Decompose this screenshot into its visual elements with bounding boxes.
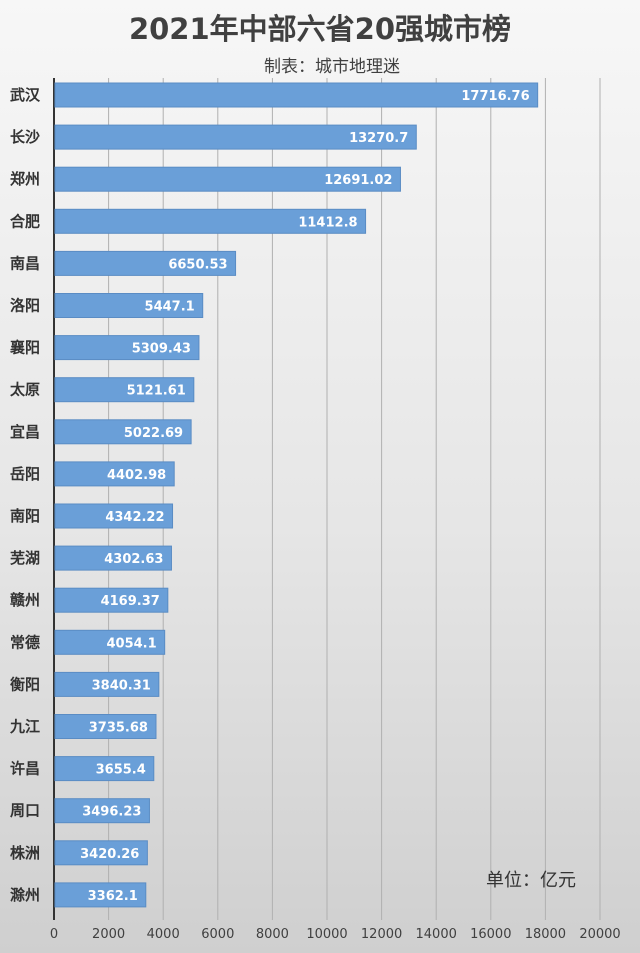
value-label: 11412.8 xyxy=(298,215,357,230)
x-tick-label: 0 xyxy=(50,927,58,942)
value-label: 12691.02 xyxy=(324,173,392,188)
value-label: 13270.7 xyxy=(349,131,408,146)
category-label: 合肥 xyxy=(9,212,40,230)
bar xyxy=(54,503,174,529)
bar xyxy=(54,545,172,571)
value-label: 4402.98 xyxy=(107,468,166,483)
chart-title: 2021年中部六省20强城市榜 xyxy=(128,12,512,46)
x-tick-label: 20000 xyxy=(579,927,620,942)
category-label: 滁州 xyxy=(10,886,40,904)
bar xyxy=(54,335,200,361)
bar xyxy=(54,377,195,403)
category-label: 株洲 xyxy=(10,844,40,862)
bar xyxy=(54,293,204,318)
category-label: 宜昌 xyxy=(10,423,40,441)
category-label: 周口 xyxy=(10,802,40,820)
value-label: 5447.1 xyxy=(145,300,195,315)
value-label: 4054.1 xyxy=(107,636,157,651)
bar xyxy=(54,124,417,150)
category-label: 太原 xyxy=(10,381,40,399)
x-tick-label: 14000 xyxy=(416,927,457,942)
bar xyxy=(54,419,192,445)
category-label: 许昌 xyxy=(10,760,40,778)
value-label: 3735.68 xyxy=(89,721,148,736)
bar xyxy=(54,208,367,234)
category-label: 郑州 xyxy=(10,170,40,188)
chart-subtitle: 制表：城市地理迷 xyxy=(264,57,400,77)
bar xyxy=(54,840,148,866)
bar xyxy=(54,756,155,782)
value-label: 5309.43 xyxy=(132,342,191,357)
category-label: 九江 xyxy=(9,718,40,736)
value-label: 3420.26 xyxy=(80,847,139,862)
category-label: 南阳 xyxy=(10,507,40,525)
bar xyxy=(54,798,150,824)
x-tick-label: 12000 xyxy=(361,927,402,942)
category-label: 赣州 xyxy=(10,591,40,609)
bar xyxy=(54,461,175,487)
value-label: 4169.37 xyxy=(101,594,160,609)
x-tick-label: 2000 xyxy=(92,927,125,942)
category-label: 岳阳 xyxy=(10,465,40,483)
bar xyxy=(54,629,166,655)
bar xyxy=(54,714,157,739)
x-tick-label: 16000 xyxy=(470,927,511,942)
category-label: 衡阳 xyxy=(10,675,40,693)
category-label: 芜湖 xyxy=(10,549,40,567)
x-tick-label: 6000 xyxy=(201,927,234,942)
x-tick-label: 10000 xyxy=(306,927,347,942)
x-tick-label: 8000 xyxy=(256,927,289,942)
value-label: 4342.22 xyxy=(105,510,164,525)
value-label: 4302.63 xyxy=(104,552,163,567)
x-tick-label: 4000 xyxy=(147,927,180,942)
value-label: 5022.69 xyxy=(124,426,183,441)
bar xyxy=(54,587,169,613)
value-label: 17716.76 xyxy=(461,89,529,104)
bar xyxy=(54,82,539,108)
value-label: 5121.61 xyxy=(127,384,186,399)
value-label: 3655.4 xyxy=(96,763,146,778)
category-label: 长沙 xyxy=(10,128,40,146)
value-label: 3496.23 xyxy=(82,805,141,820)
bar xyxy=(54,882,147,908)
bar xyxy=(54,671,160,697)
unit-label: 单位：亿元 xyxy=(486,870,576,891)
value-label: 3362.1 xyxy=(88,889,138,904)
bar xyxy=(54,250,237,276)
category-label: 常德 xyxy=(10,633,40,651)
bar xyxy=(54,166,401,192)
value-label: 6650.53 xyxy=(168,257,227,272)
x-tick-label: 18000 xyxy=(525,927,566,942)
category-label: 武汉 xyxy=(10,86,41,104)
value-label: 3840.31 xyxy=(92,678,151,693)
category-label: 洛阳 xyxy=(10,297,40,315)
category-label: 襄阳 xyxy=(9,339,40,357)
category-label: 南昌 xyxy=(10,254,40,272)
